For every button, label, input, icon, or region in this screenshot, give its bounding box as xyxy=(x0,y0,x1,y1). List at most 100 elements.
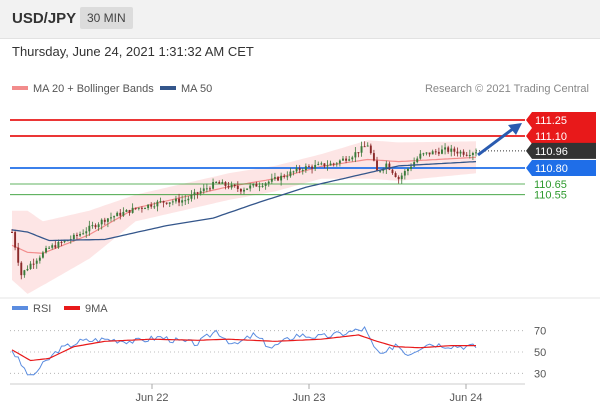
candle-body xyxy=(329,163,332,166)
candle xyxy=(351,155,354,162)
copyright-label: Research © 2021 Trading Central xyxy=(425,83,589,95)
candle-body xyxy=(212,182,215,189)
candle xyxy=(441,145,443,155)
candle-body xyxy=(441,149,443,154)
candle xyxy=(280,172,283,186)
candle-body xyxy=(205,188,208,190)
legend-ma20-swatch xyxy=(12,86,28,90)
candle xyxy=(236,181,239,193)
candle xyxy=(91,221,94,229)
candle xyxy=(97,222,100,231)
candle-body xyxy=(144,208,146,210)
level-tag-text: 111.25 xyxy=(535,115,567,127)
candle-body xyxy=(230,184,233,188)
candle xyxy=(221,179,224,184)
candle xyxy=(453,146,456,156)
candle-body xyxy=(174,198,177,202)
candle xyxy=(329,160,332,166)
candle-body xyxy=(369,145,372,154)
candle-body xyxy=(153,206,156,208)
candle xyxy=(456,147,459,157)
candle-body xyxy=(131,207,134,213)
candle-body xyxy=(134,207,137,209)
candle-body xyxy=(125,209,128,212)
candle xyxy=(100,218,103,230)
candle-body xyxy=(224,182,227,186)
candle xyxy=(376,156,378,172)
candle xyxy=(32,258,35,269)
candle xyxy=(295,164,298,174)
candle xyxy=(434,148,437,155)
candle xyxy=(400,172,403,184)
timeframe-button[interactable]: 30 MIN xyxy=(80,7,133,29)
candle-body xyxy=(289,171,292,177)
candle-body xyxy=(394,173,397,177)
candle-body xyxy=(422,153,425,155)
candle-body xyxy=(335,163,338,165)
candle xyxy=(218,180,221,184)
candle-body xyxy=(385,163,388,169)
candle-body xyxy=(57,241,60,248)
candle-body xyxy=(264,183,267,186)
candle xyxy=(165,202,168,205)
candle-body xyxy=(283,175,286,177)
candle xyxy=(363,141,366,148)
candle-body xyxy=(468,155,471,157)
candle xyxy=(264,182,267,190)
x-tick-label: Jun 23 xyxy=(292,392,325,404)
candle xyxy=(338,159,341,167)
candle-body xyxy=(165,202,168,204)
candle xyxy=(301,167,304,175)
candle-body xyxy=(41,252,44,258)
candle-body xyxy=(45,248,47,253)
candle-body xyxy=(453,148,456,152)
candle-body xyxy=(239,188,242,192)
rsi-tick-70: 70 xyxy=(534,326,546,338)
candle xyxy=(332,162,335,167)
legend-9ma-label: 9MA xyxy=(85,303,108,315)
candle xyxy=(243,187,245,195)
candle-body xyxy=(471,152,474,156)
level-tag-text: 110.80 xyxy=(535,163,568,175)
candle xyxy=(314,160,317,172)
rsi-tick-50: 50 xyxy=(534,347,546,359)
candle-body xyxy=(63,240,66,243)
candle-body xyxy=(48,247,51,249)
candle xyxy=(304,163,307,173)
candle xyxy=(468,149,471,159)
candle-body xyxy=(94,225,97,228)
legend-ma50-label: MA 50 xyxy=(181,83,212,95)
candle-body xyxy=(168,202,171,204)
candle xyxy=(447,145,450,154)
candle xyxy=(122,207,125,217)
candle xyxy=(239,188,242,195)
candle xyxy=(45,245,47,254)
candle xyxy=(416,156,419,164)
candle xyxy=(292,170,295,176)
candle-body xyxy=(20,262,23,276)
candle xyxy=(128,209,131,216)
candle-body xyxy=(376,160,378,172)
candle-body xyxy=(286,176,289,178)
candle-body xyxy=(295,168,298,172)
candle xyxy=(113,215,116,222)
candle xyxy=(323,163,326,169)
candle-body xyxy=(113,216,116,218)
candle-body xyxy=(32,263,35,265)
candle-body xyxy=(475,152,477,154)
candle xyxy=(366,142,369,147)
candle-body xyxy=(209,188,211,190)
candle xyxy=(227,181,230,190)
rsi-line xyxy=(11,326,477,376)
x-tick-label: Jun 22 xyxy=(135,392,168,404)
level-tag-bg xyxy=(526,128,596,144)
candle-body xyxy=(425,152,428,154)
candle-body xyxy=(428,152,431,155)
datetime-label: Thursday, June 24, 2021 1:31:32 AM CET xyxy=(12,44,254,59)
candle xyxy=(171,199,174,206)
candle xyxy=(199,187,202,196)
candle-body xyxy=(91,225,94,227)
candle xyxy=(425,152,428,156)
candle xyxy=(181,195,184,207)
